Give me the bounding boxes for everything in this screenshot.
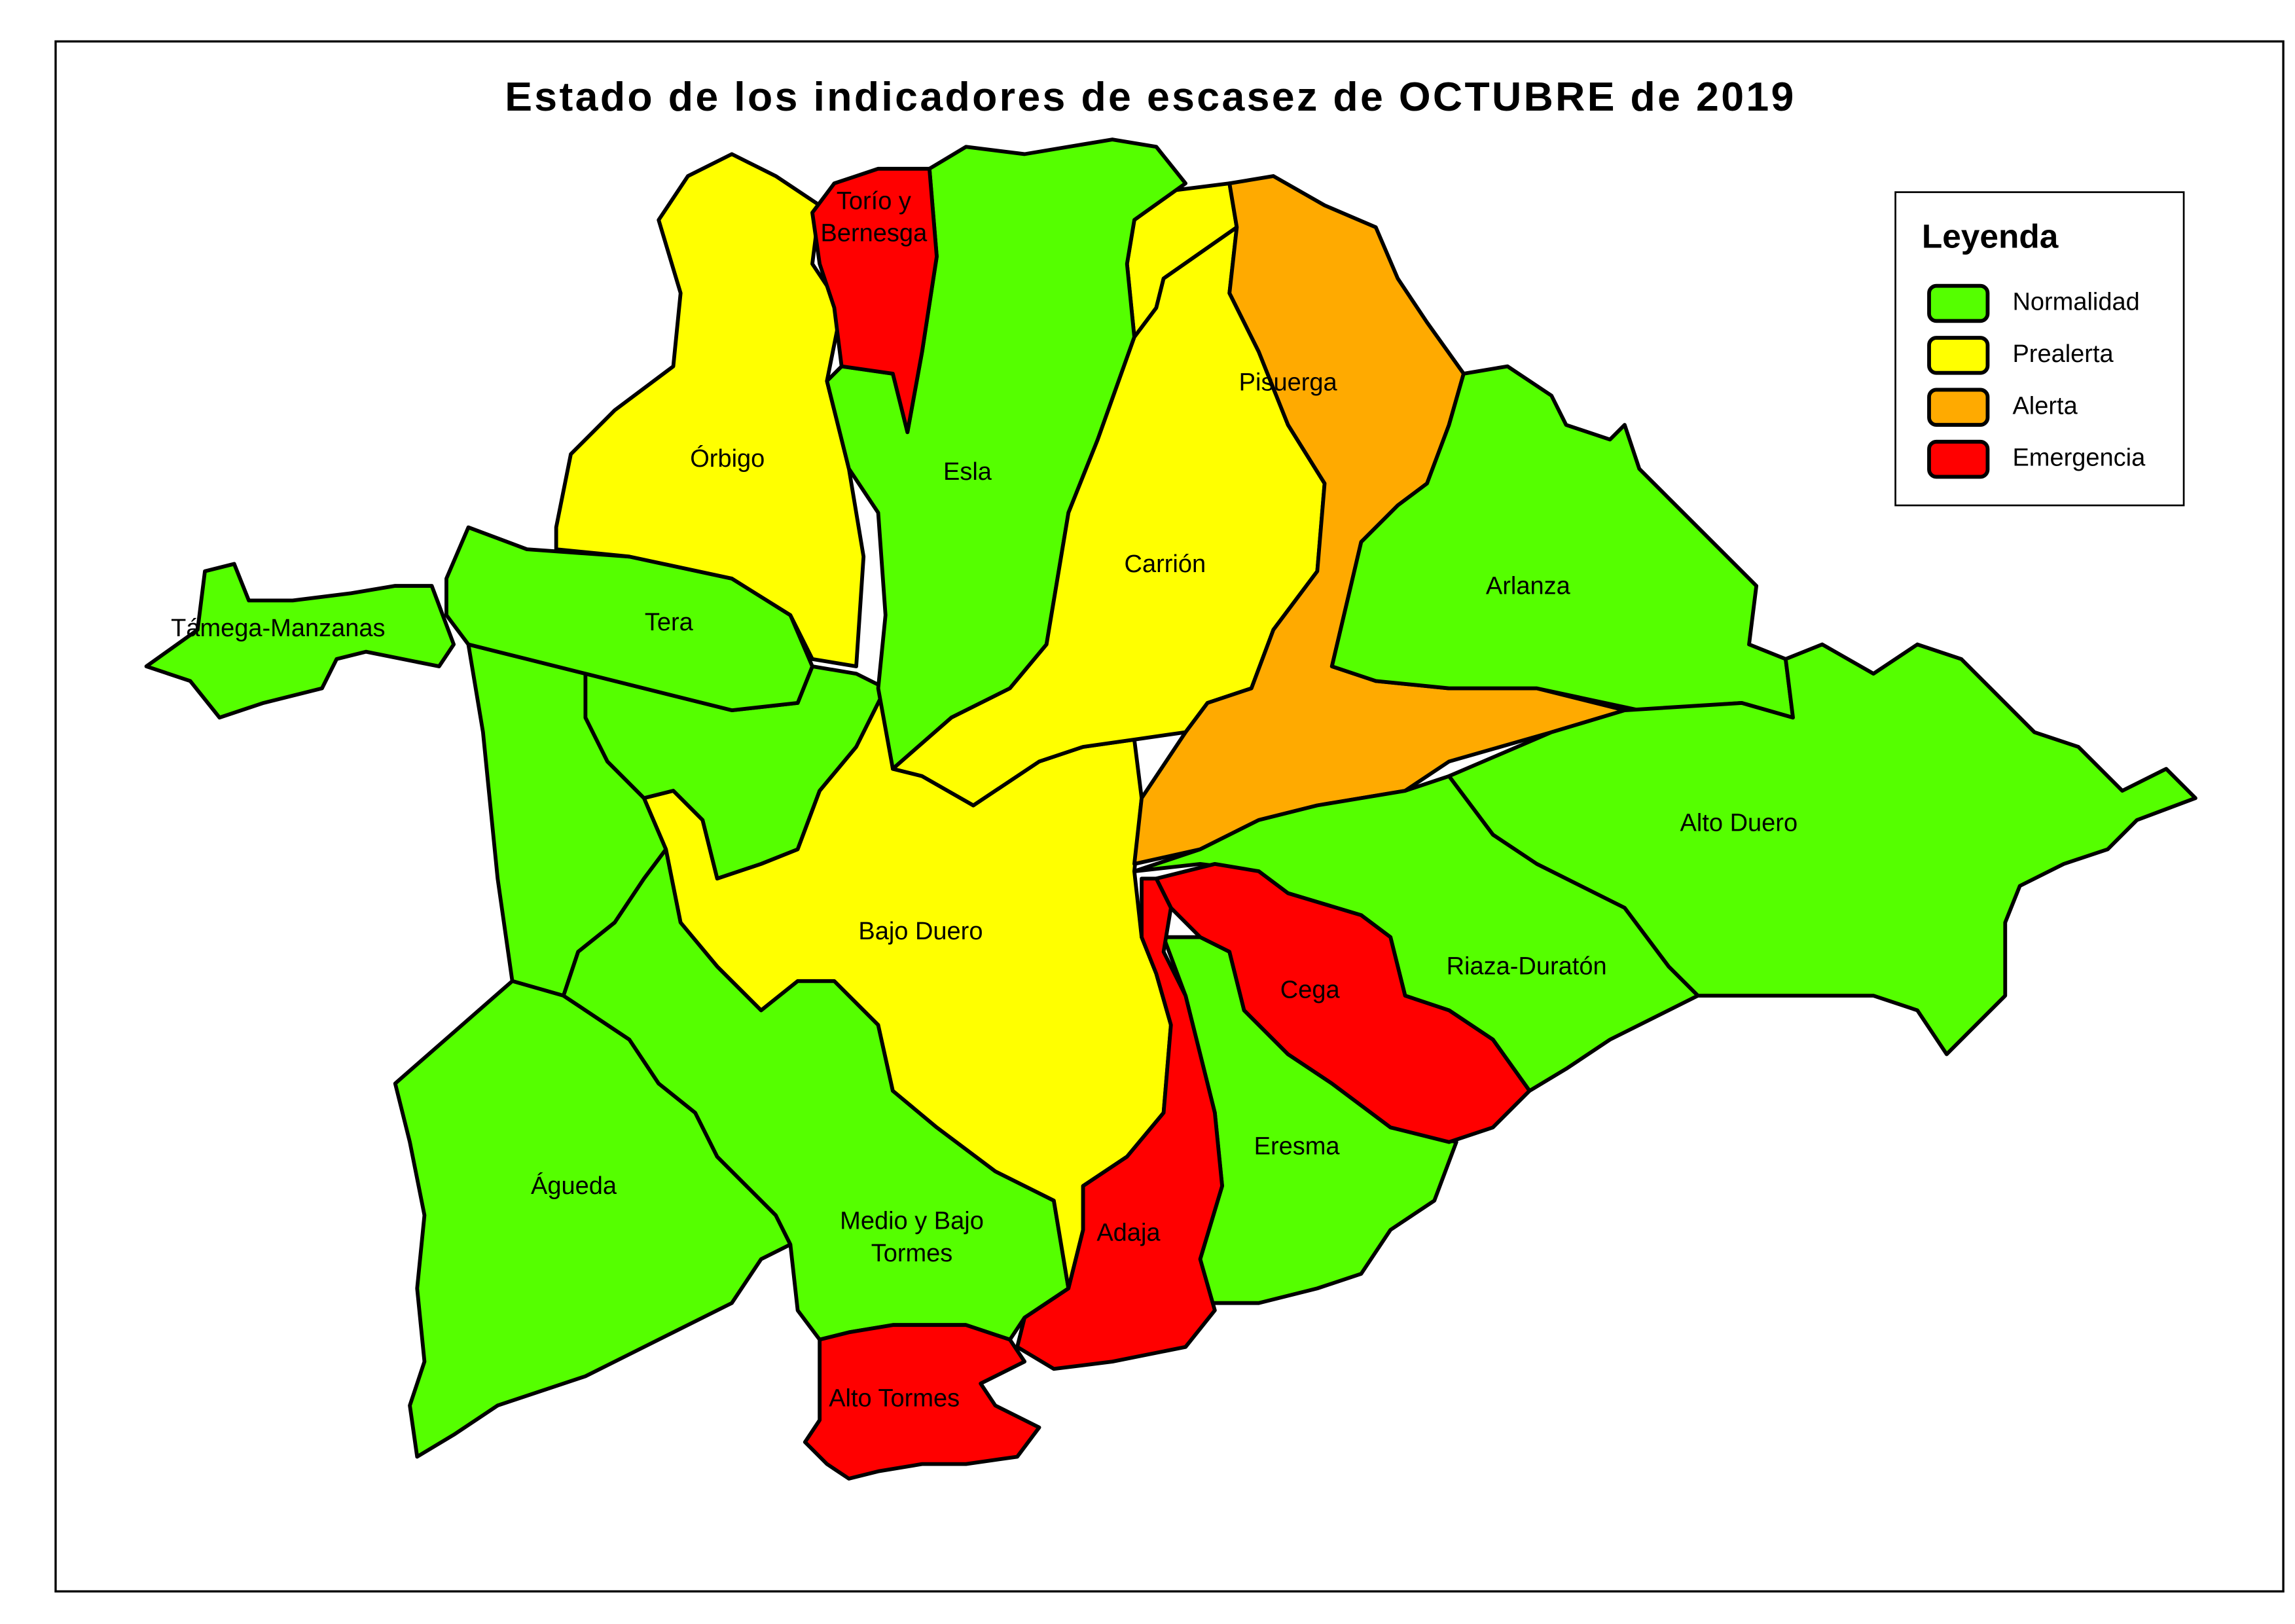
region-label: Órbigo bbox=[690, 444, 765, 473]
region bbox=[1132, 174, 1627, 866]
region-label: Medio y Bajo bbox=[840, 1208, 984, 1235]
region-label: Esla bbox=[943, 458, 992, 486]
legend-label: Emergencia bbox=[2012, 444, 2146, 472]
legend-label: Alerta bbox=[2012, 392, 2078, 420]
region bbox=[1015, 876, 1224, 1371]
legend-label: Prealerta bbox=[2012, 340, 2114, 368]
legend: Leyenda Normalidad Prealerta Alerta Emergen… bbox=[1894, 191, 2185, 507]
region-label: Tera bbox=[645, 609, 694, 636]
legend-swatch bbox=[1927, 336, 1990, 375]
region-label: Eresma bbox=[1254, 1133, 1341, 1161]
region-label: Adaja bbox=[1096, 1219, 1161, 1247]
region-label: Cega bbox=[1280, 976, 1341, 1003]
region-label: Támega-Manzanas bbox=[171, 615, 385, 642]
region bbox=[444, 525, 814, 713]
region bbox=[810, 166, 939, 435]
region-label: Alto Tormes bbox=[829, 1384, 960, 1412]
region-label: Tormes bbox=[871, 1240, 953, 1267]
region-label: Carrión bbox=[1125, 550, 1206, 578]
region bbox=[803, 1323, 1041, 1481]
region-label: Pisuerga bbox=[1239, 369, 1338, 397]
region bbox=[144, 562, 456, 720]
legend-swatch bbox=[1927, 439, 1990, 479]
region-label: Torío y bbox=[837, 187, 911, 215]
labels: Támega-Manzanas Tera Órbigo Torío y Bernesga… bbox=[171, 187, 1798, 1412]
region-label: Bajo Duero bbox=[858, 918, 983, 945]
legend-title: Leyenda bbox=[1922, 217, 2059, 255]
legend-swatch bbox=[1927, 388, 1990, 427]
regions bbox=[144, 137, 2197, 1481]
region-label: Arlanza bbox=[1486, 572, 1571, 600]
region-label: Alto Duero bbox=[1680, 810, 1798, 837]
region bbox=[1154, 861, 1532, 1144]
legend-label: Normalidad bbox=[2012, 289, 2139, 316]
region-label: Bernesga bbox=[821, 219, 928, 247]
map-title: Estado de los indicadores de escasez de … bbox=[505, 74, 1796, 120]
legend-swatch bbox=[1927, 283, 1990, 323]
region-label: Riaza-Duratón bbox=[1447, 953, 1607, 981]
region-label: Águeda bbox=[531, 1172, 617, 1200]
